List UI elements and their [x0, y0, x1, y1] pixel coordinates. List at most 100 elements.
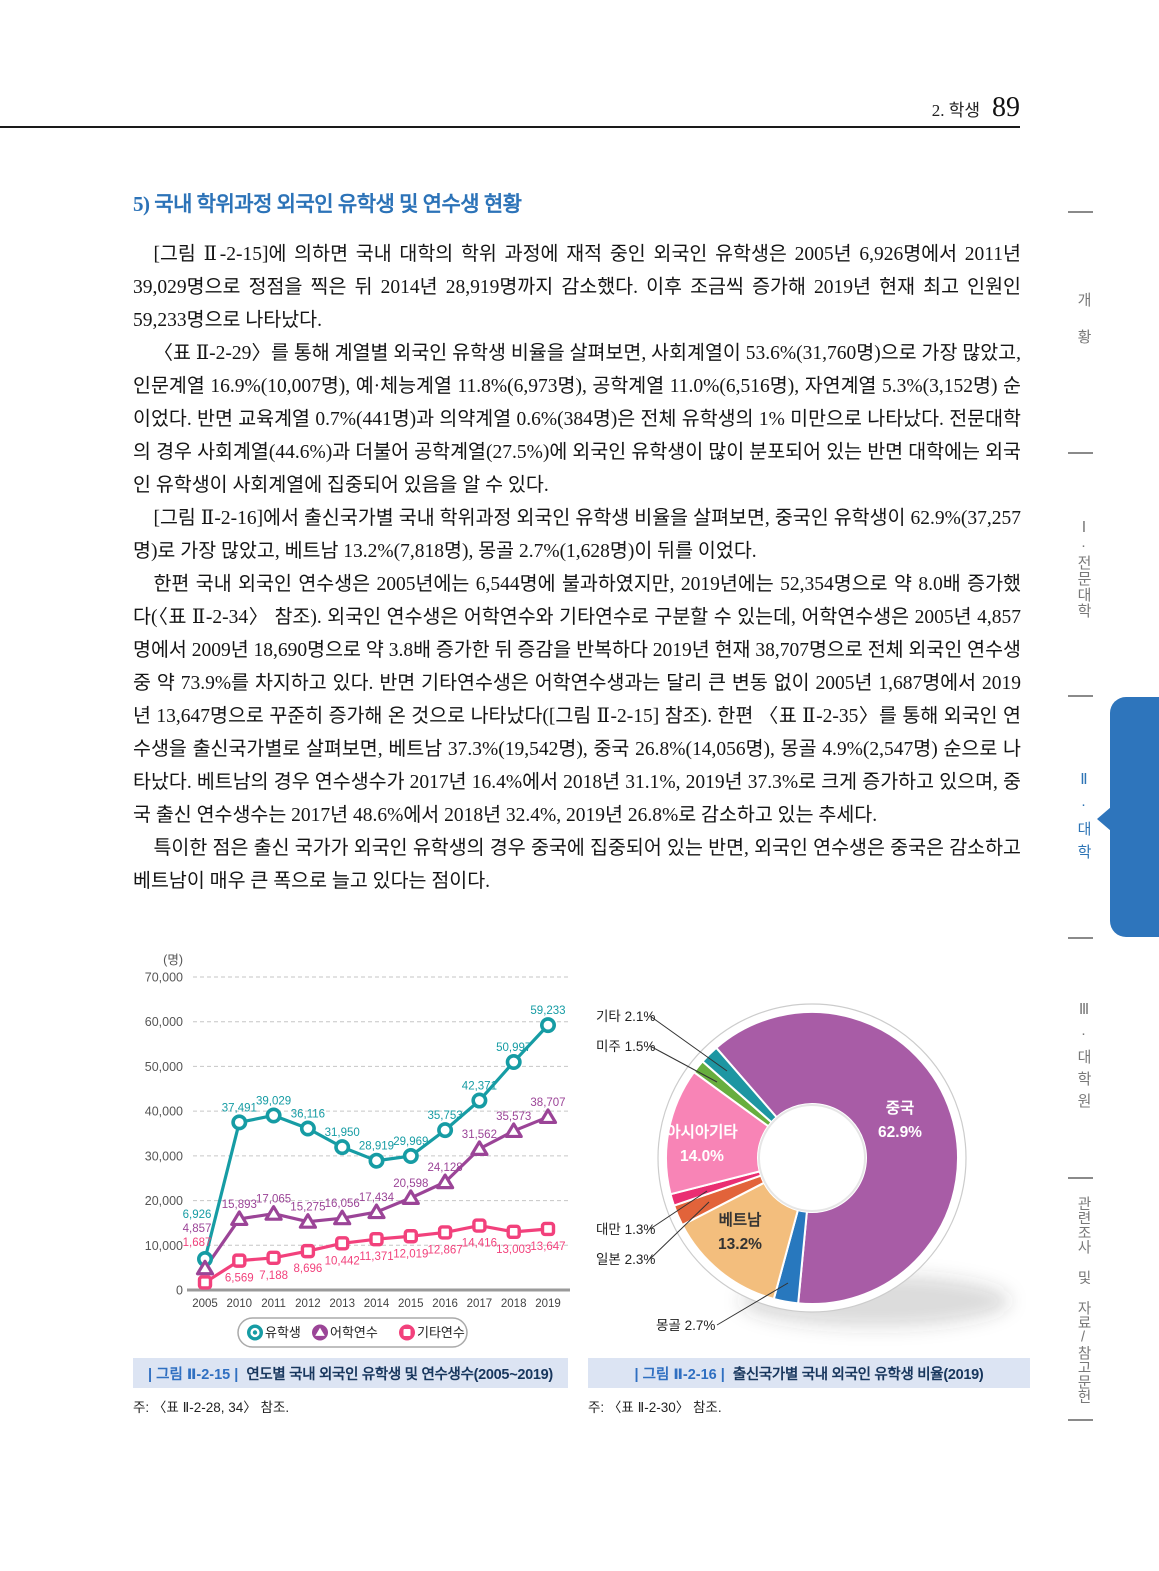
svg-text:중국: 중국	[886, 1099, 915, 1117]
svg-text:6,926: 6,926	[183, 1209, 212, 1221]
svg-text:12,867: 12,867	[428, 1244, 463, 1256]
active-section-tab	[1097, 697, 1159, 937]
figure-caption-16: | 그림 Ⅱ-2-16 | 출신국가별 국내 외국인 유학생 비율(2019)	[588, 1358, 1030, 1388]
sidebar-divider	[1068, 211, 1093, 213]
svg-text:59,233: 59,233	[530, 1005, 565, 1017]
svg-text:39,029: 39,029	[256, 1095, 291, 1107]
sidebar-divider	[1068, 695, 1093, 697]
svg-text:기타 2.1%: 기타 2.1%	[596, 1009, 655, 1024]
svg-text:몽골 2.7%: 몽골 2.7%	[656, 1318, 715, 1333]
svg-text:36,116: 36,116	[291, 1109, 325, 1121]
paragraph: 한편 국내 외국인 연수생은 2005년에는 6,544명에 불과하였지만, 2…	[133, 574, 1021, 826]
svg-text:50,997: 50,997	[496, 1042, 531, 1054]
paragraph: [그림 Ⅱ-2-15]에 의하면 국내 대학의 학위 과정에 재적 중인 외국인…	[133, 244, 1021, 331]
svg-text:50,000: 50,000	[145, 1060, 183, 1074]
svg-text:어학연수: 어학연수	[330, 1325, 378, 1340]
sidebar-divider	[1068, 1419, 1093, 1421]
svg-text:14.0%: 14.0%	[680, 1148, 724, 1165]
svg-text:2018: 2018	[501, 1298, 527, 1310]
svg-text:8,696: 8,696	[294, 1263, 323, 1275]
svg-text:20,000: 20,000	[145, 1194, 183, 1208]
svg-text:28,919: 28,919	[359, 1141, 394, 1153]
svg-text:2010: 2010	[227, 1298, 253, 1310]
svg-text:60,000: 60,000	[145, 1015, 183, 1029]
svg-text:30,000: 30,000	[145, 1149, 183, 1163]
sidebar-divider	[1068, 937, 1093, 939]
svg-text:29,969: 29,969	[393, 1136, 428, 1148]
body-text: [그림 Ⅱ-2-15]에 의하면 국내 대학의 학위 과정에 재적 중인 외국인…	[133, 238, 1021, 898]
svg-text:40,000: 40,000	[145, 1105, 183, 1119]
svg-text:15,893: 15,893	[222, 1199, 257, 1211]
svg-text:13.2%: 13.2%	[718, 1236, 762, 1253]
svg-text:62.9%: 62.9%	[878, 1124, 922, 1141]
svg-text:15,275: 15,275	[290, 1202, 325, 1214]
svg-text:13,647: 13,647	[530, 1241, 565, 1253]
svg-text:11,371: 11,371	[359, 1251, 393, 1263]
svg-text:17,065: 17,065	[256, 1194, 291, 1206]
svg-text:기타연수: 기타연수	[417, 1325, 465, 1340]
svg-text:2017: 2017	[467, 1298, 493, 1310]
line-chart: (명) 0 10,000 20,000 30,000 40,000 50,000 60,000…	[135, 950, 575, 1350]
svg-text:2012: 2012	[295, 1298, 321, 1310]
svg-text:2014: 2014	[364, 1298, 390, 1310]
svg-text:1,687: 1,687	[183, 1237, 212, 1249]
svg-text:12,019: 12,019	[393, 1248, 428, 1260]
svg-text:37,491: 37,491	[222, 1102, 257, 1114]
paragraph: 〈표 Ⅱ-2-29〉를 통해 계열별 외국인 유학생 비율을 살펴보면, 사회계…	[133, 343, 1021, 496]
svg-text:31,950: 31,950	[325, 1127, 360, 1139]
svg-text:20,598: 20,598	[393, 1178, 428, 1190]
svg-text:35,753: 35,753	[428, 1110, 463, 1122]
figure-label: | 그림 Ⅱ-2-16 |	[634, 1366, 725, 1383]
figure-caption-15: | 그림 Ⅱ-2-15 | 연도별 국내 외국인 유학생 및 연수생수(2005…	[133, 1358, 568, 1388]
svg-text:24,128: 24,128	[428, 1162, 463, 1174]
svg-text:31,562: 31,562	[462, 1129, 497, 1141]
svg-text:2016: 2016	[432, 1298, 458, 1310]
sidebar-item-references: 관련조사 및 자료/참고문헌	[1075, 1196, 1091, 1404]
svg-text:7,188: 7,188	[259, 1270, 288, 1282]
svg-text:38,707: 38,707	[530, 1097, 565, 1109]
svg-text:35,573: 35,573	[496, 1111, 531, 1123]
svg-text:42,371: 42,371	[462, 1081, 497, 1093]
svg-text:13,003: 13,003	[496, 1244, 531, 1256]
sidebar-item-overview: 개황	[1075, 292, 1092, 366]
svg-text:2005: 2005	[192, 1298, 218, 1310]
svg-text:16,056: 16,056	[325, 1198, 360, 1210]
figure-title: 연도별 국내 외국인 유학생 및 연수생수(2005~2019)	[246, 1366, 553, 1383]
paragraph: 특이한 점은 출신 국가가 외국인 유학생의 경우 중국에 집중되어 있는 반면…	[133, 838, 1021, 892]
chapter-label: 2. 학생	[931, 101, 980, 120]
paragraph: [그림 Ⅱ-2-16]에서 출신국가별 국내 학위과정 외국인 유학생 비율을 …	[133, 508, 1021, 562]
figure-note-15: 주: 〈표 Ⅱ-2-28, 34〉 참조.	[133, 1400, 290, 1415]
svg-text:아시아기타: 아시아기타	[666, 1123, 738, 1141]
header-rule	[0, 126, 1020, 128]
sidebar-item-junior-college: Ⅰ·전문대학	[1075, 518, 1092, 619]
svg-text:10,000: 10,000	[145, 1239, 183, 1253]
svg-text:17,434: 17,434	[359, 1192, 395, 1204]
svg-text:0: 0	[176, 1284, 183, 1298]
figure-title: 출신국가별 국내 외국인 유학생 비율(2019)	[732, 1366, 984, 1383]
section-title: 5) 국내 학위과정 외국인 유학생 및 연수생 현황	[133, 192, 522, 216]
svg-text:2019: 2019	[535, 1298, 561, 1310]
svg-text:10,442: 10,442	[325, 1255, 360, 1267]
svg-text:6,569: 6,569	[225, 1273, 254, 1285]
svg-text:대만 1.3%: 대만 1.3%	[596, 1222, 655, 1237]
sidebar-item-graduate-school: Ⅲ·대학원	[1075, 1000, 1092, 1115]
svg-text:2015: 2015	[398, 1298, 424, 1310]
svg-text:유학생: 유학생	[265, 1325, 301, 1340]
donut-chart: 중국 62.9% 몽골 2.7% 베트남 13.2% 일본 2.3% 대만 1.3% 아시아기…	[580, 985, 1040, 1360]
page-number: 89	[992, 92, 1020, 123]
svg-text:2013: 2013	[329, 1298, 355, 1310]
figure-label: | 그림 Ⅱ-2-15 |	[148, 1366, 239, 1383]
svg-text:14,416: 14,416	[462, 1238, 497, 1250]
svg-text:미주 1.5%: 미주 1.5%	[596, 1039, 655, 1054]
page-header: 2. 학생 89	[932, 92, 1020, 124]
svg-text:2011: 2011	[261, 1298, 286, 1310]
svg-text:베트남: 베트남	[719, 1211, 763, 1229]
figure-note-16: 주: 〈표 Ⅱ-2-30〉 참조.	[588, 1400, 722, 1415]
sidebar-divider	[1068, 452, 1093, 454]
svg-text:4,857: 4,857	[183, 1223, 212, 1235]
svg-text:일본 2.3%: 일본 2.3%	[596, 1252, 655, 1267]
svg-text:70,000: 70,000	[145, 971, 183, 985]
sidebar-divider	[1068, 1177, 1093, 1179]
svg-text:(명): (명)	[163, 953, 183, 967]
sidebar-item-university: Ⅱ·대학	[1075, 770, 1092, 867]
